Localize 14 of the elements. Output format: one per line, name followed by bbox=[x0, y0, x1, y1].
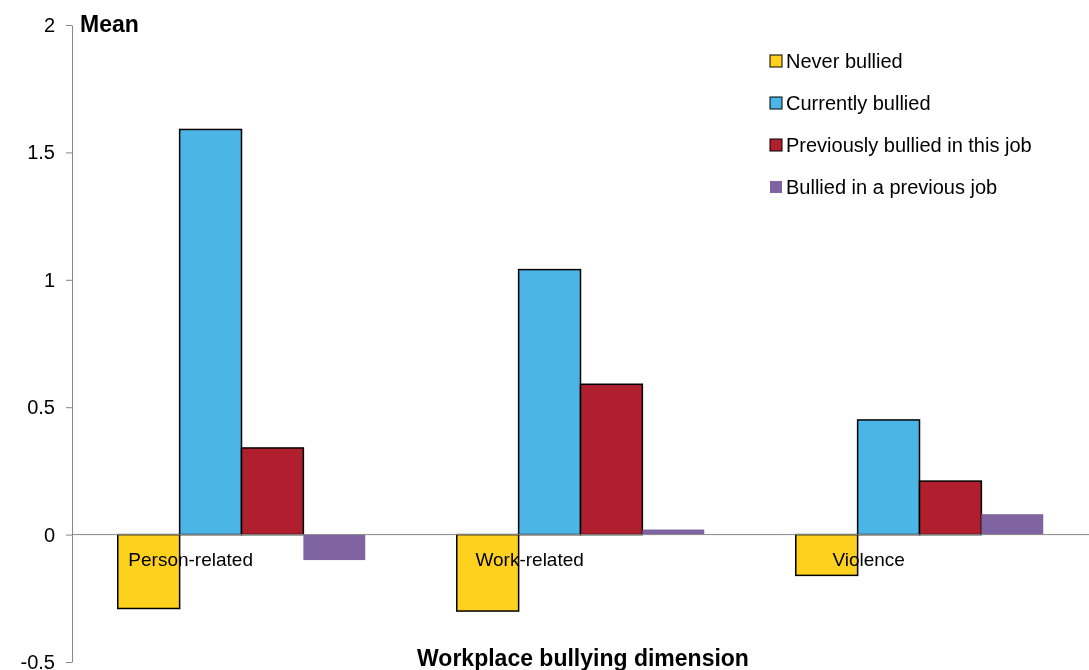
y-tick-label: 1.5 bbox=[27, 141, 55, 164]
y-tick-label: -0.5 bbox=[20, 650, 55, 670]
legend-label: Currently bullied bbox=[786, 92, 931, 114]
x-axis-title: Workplace bullying dimension bbox=[417, 645, 749, 670]
y-tick-label: 2 bbox=[43, 13, 55, 36]
y-axis-title: Mean bbox=[80, 11, 139, 37]
y-tick-label: 0 bbox=[43, 523, 55, 546]
y-tick-label: 0.5 bbox=[27, 396, 55, 419]
y-tick-label: 1 bbox=[43, 268, 55, 291]
legend-label: Never bullied bbox=[786, 50, 903, 72]
legend-label: Bullied in a previous job bbox=[786, 176, 998, 198]
bar bbox=[303, 534, 366, 561]
legend-label: Previously bullied in this job bbox=[786, 134, 1032, 156]
bar bbox=[981, 514, 1044, 535]
